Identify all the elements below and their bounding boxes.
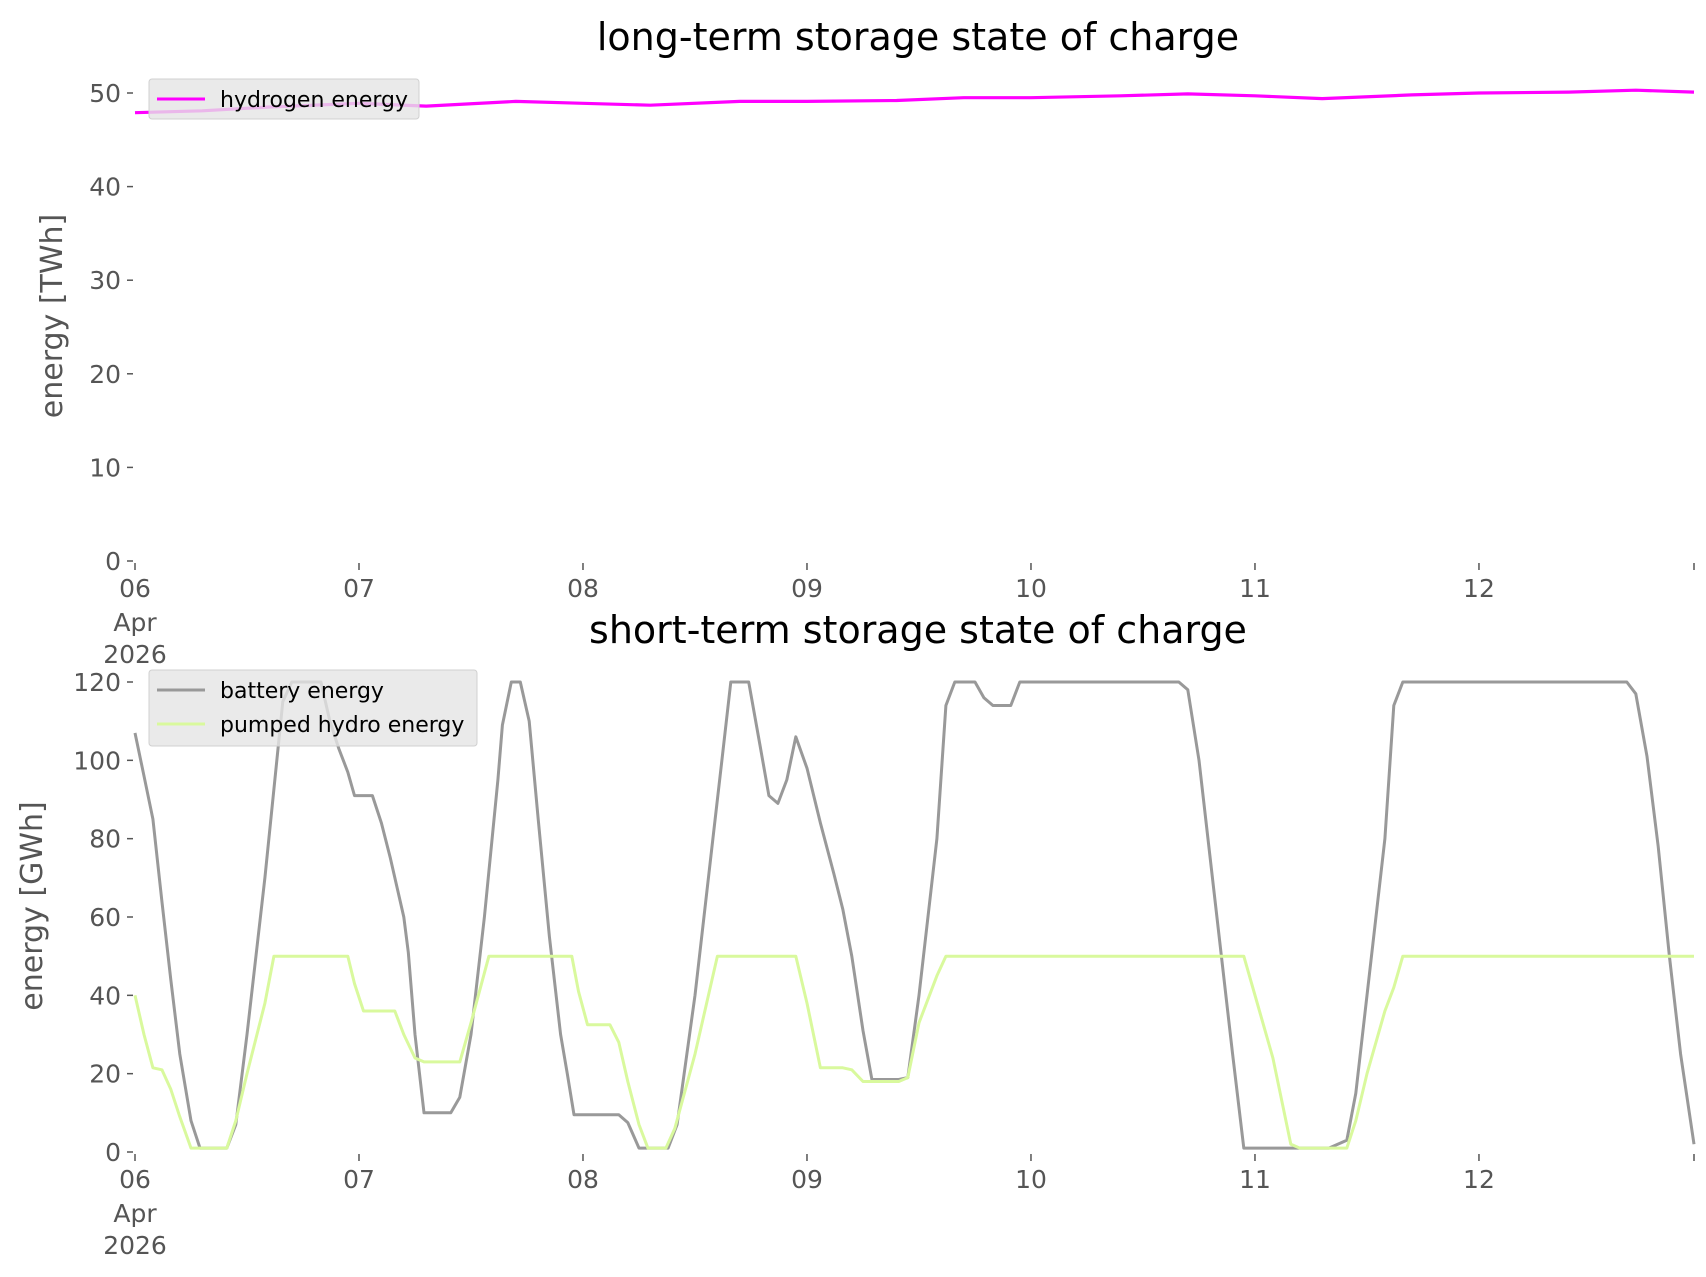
y-tick-label: 20 [89, 1060, 121, 1089]
y-tick-label: 30 [89, 266, 121, 295]
x-tick-label: 09 [791, 574, 823, 603]
y-tick-label: 120 [73, 668, 121, 697]
short-term-storage-panel: short-term storage state of charge energ… [15, 608, 1696, 1260]
y-tick-label: 40 [89, 173, 121, 202]
chart-title: long-term storage state of charge [597, 15, 1239, 59]
y-axis-label: energy [GWh] [15, 801, 50, 1010]
series-line [133, 680, 1696, 1150]
x-axis-ticks: 06 Apr 2026 07 08 09 10 11 12 [103, 1154, 1695, 1260]
y-tick-label: 40 [89, 981, 121, 1010]
legend-entry: battery energy [220, 679, 384, 704]
y-axis-ticks: 0 10 20 30 40 50 [89, 79, 133, 576]
x-tick-sublabel: Apr [113, 608, 157, 637]
x-tick-label: 11 [1239, 1165, 1271, 1194]
x-tick-sublabel: Apr [113, 1199, 157, 1228]
y-tick-label: 10 [89, 453, 121, 482]
x-tick-label: 12 [1463, 574, 1495, 603]
y-tick-label: 80 [89, 825, 121, 854]
x-tick-label: 06 [119, 574, 151, 603]
x-tick-label: 10 [1015, 574, 1047, 603]
legend-entry: pumped hydro energy [220, 713, 464, 738]
x-tick-sublabel: 2026 [103, 1231, 167, 1260]
legend-box [148, 78, 420, 120]
chart-title: short-term storage state of charge [589, 608, 1247, 652]
x-tick-label: 08 [567, 574, 599, 603]
x-tick-label: 07 [343, 1165, 375, 1194]
x-tick-label: 06 [119, 1165, 151, 1194]
y-tick-label: 100 [73, 746, 121, 775]
y-axis-ticks: 0 20 40 60 80 100 120 [73, 668, 133, 1167]
y-axis-label: energy [TWh] [35, 214, 70, 418]
x-tick-label: 10 [1015, 1165, 1047, 1194]
legend: battery energy pumped hydro energy [148, 669, 478, 747]
x-tick-label: 07 [343, 574, 375, 603]
long-term-storage-panel: long-term storage state of charge energy… [35, 15, 1695, 669]
x-axis-ticks: 06 Apr 2026 07 08 09 10 11 12 [103, 563, 1695, 669]
legend: hydrogen energy [148, 78, 420, 120]
y-tick-label: 60 [89, 903, 121, 932]
x-tick-label: 09 [791, 1165, 823, 1194]
y-tick-label: 0 [105, 1138, 121, 1167]
series-lines [133, 680, 1696, 1150]
legend-box [148, 669, 478, 747]
x-tick-sublabel: 2026 [103, 640, 167, 669]
x-tick-label: 11 [1239, 574, 1271, 603]
y-tick-label: 20 [89, 360, 121, 389]
legend-entry: hydrogen energy [220, 88, 408, 113]
series-line [133, 954, 1694, 1150]
x-tick-label: 08 [567, 1165, 599, 1194]
x-tick-label: 12 [1463, 1165, 1495, 1194]
y-tick-label: 0 [105, 547, 121, 576]
y-tick-label: 50 [89, 79, 121, 108]
